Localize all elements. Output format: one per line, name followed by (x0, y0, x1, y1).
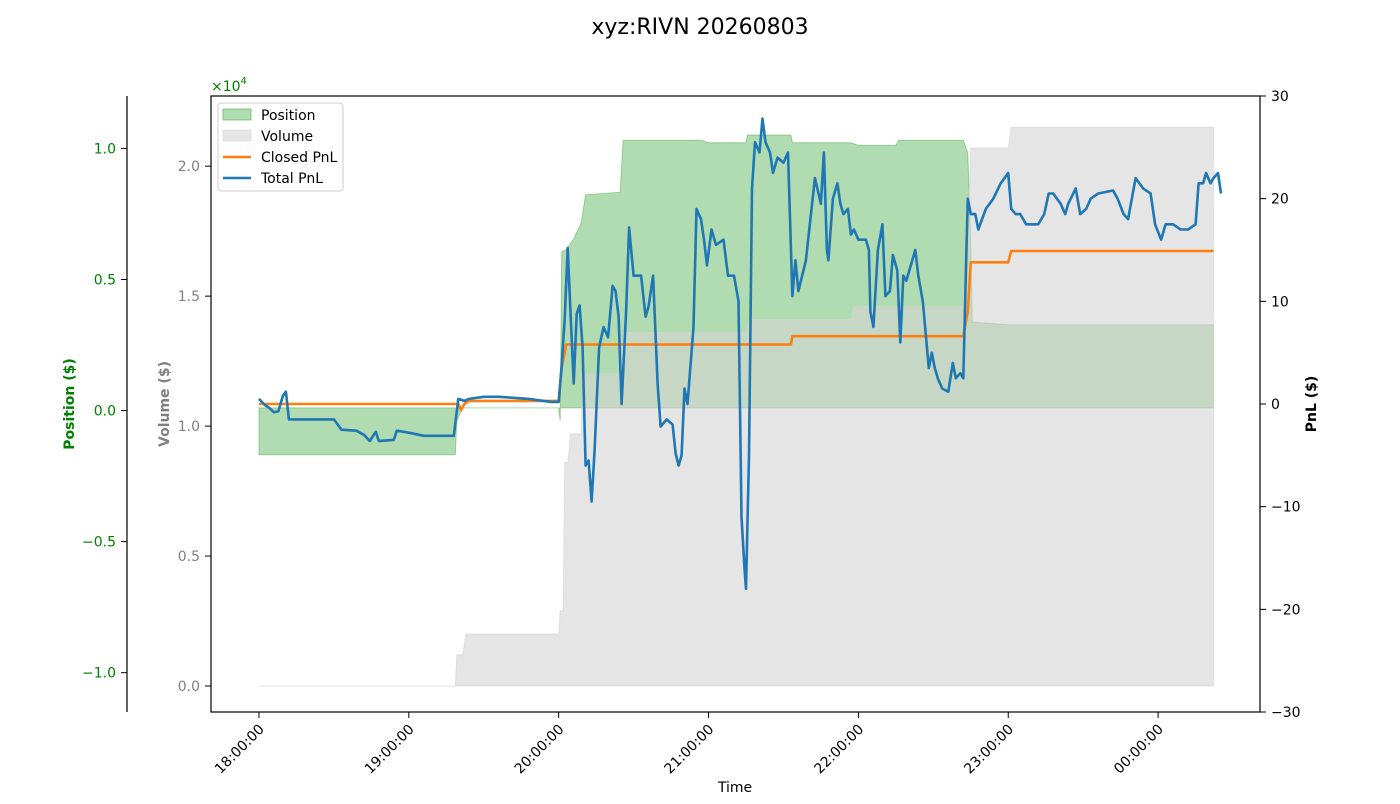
legend-label-volume: Volume (261, 129, 313, 145)
position-tick-label: 0.0 (94, 404, 116, 420)
volume-axis-label: Volume ($) (157, 361, 173, 447)
volume-tick-label: 1.0 (178, 419, 200, 435)
volume-tick-label: 2.0 (178, 159, 200, 175)
x-tick-label: 18:00:00 (212, 722, 268, 778)
total-pnl-line (258, 117, 1223, 591)
position-axis-label: Position ($) (62, 358, 78, 450)
multiplier-exponent: 4 (241, 76, 247, 87)
volume-tick-label: 0.5 (178, 549, 200, 565)
x-tick-label: 23:00:00 (961, 722, 1017, 778)
pnl-axis-label: PnL ($) (1304, 376, 1320, 433)
legend-box (217, 102, 344, 192)
closed-pnl-line (259, 249, 1214, 412)
position-tick-label: 0.5 (94, 272, 116, 288)
x-tick-label: 22:00:00 (811, 722, 867, 778)
legend-label-closed-pnl: Closed PnL (261, 150, 338, 166)
volume-tick-label: 1.5 (178, 289, 200, 305)
x-axis-label: Time (717, 780, 752, 796)
legend-label-position: Position (261, 108, 316, 124)
line-layer (258, 117, 1223, 591)
legend-label-total-pnl: Total PnL (260, 171, 323, 187)
legend-swatch-position (222, 108, 252, 121)
pnl-tick-label: 20 (1271, 192, 1289, 208)
position-tick-label: −0.5 (82, 535, 116, 551)
position-tick-label: −1.0 (82, 666, 116, 682)
x-tick-label: 21:00:00 (662, 722, 718, 778)
pnl-tick-label: 30 (1271, 89, 1289, 105)
position-tick-label: 1.0 (94, 141, 116, 157)
pnl-tick-label: 10 (1271, 294, 1289, 310)
x-tick-label: 19:00:00 (362, 722, 418, 778)
chart-title: xyz:RIVN 20260803 (591, 15, 808, 40)
fill-layer (258, 126, 1214, 687)
x-tick-label: 00:00:00 (1111, 722, 1167, 778)
pnl-tick-label: −30 (1271, 705, 1301, 721)
x-tick-label: 20:00:00 (512, 722, 568, 778)
volume-tick-label: 0.0 (178, 679, 200, 695)
multiplier-base: ×10 (211, 79, 241, 95)
position-scale-multiplier: ×104 (211, 76, 247, 95)
pnl-tick-label: −10 (1271, 500, 1301, 516)
pnl-tick-label: 0 (1271, 397, 1280, 413)
legend-swatch-volume (222, 129, 252, 142)
pnl-tick-label: −20 (1271, 602, 1301, 618)
legend: Position Volume Closed PnL Total PnL (217, 102, 344, 192)
